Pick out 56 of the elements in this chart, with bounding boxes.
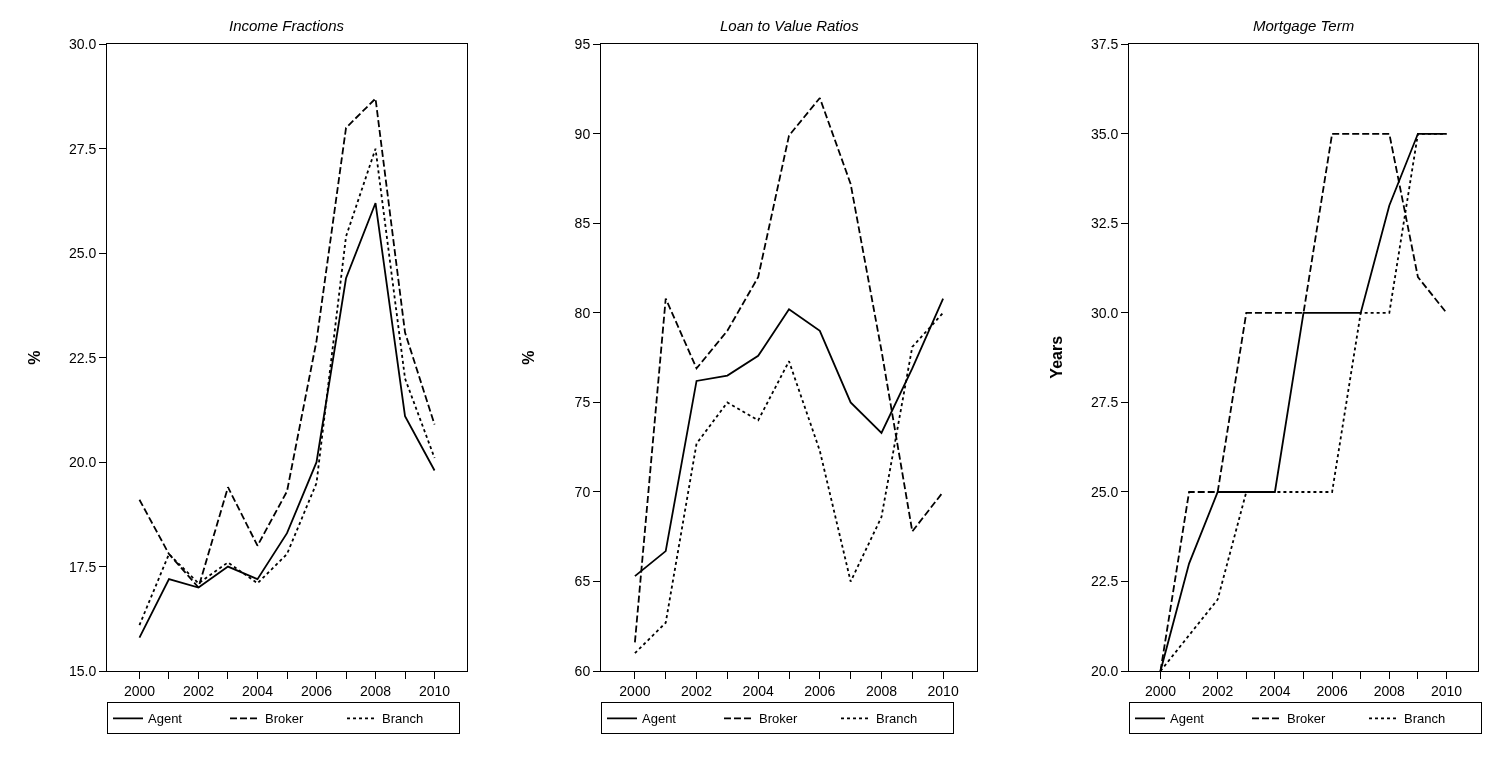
x-tick-label: 2002 — [1202, 682, 1234, 699]
x-tick-label: 2008 — [359, 682, 392, 699]
y-tick-label: 20.0 — [68, 454, 97, 471]
x-tick-label: 2010 — [927, 682, 959, 699]
y-tick-label: 17.5 — [68, 558, 97, 575]
y-tick-label: 22.5 — [1090, 573, 1119, 590]
y-tick-label: 30.0 — [68, 36, 97, 53]
legend-label: Branch — [382, 711, 424, 727]
y-tick-label: 30.0 — [1090, 304, 1119, 321]
y-axis-title: % — [520, 350, 538, 365]
y-tick-label: 90 — [574, 125, 591, 142]
legend-label: Branch — [876, 711, 918, 727]
y-tick-label: 22.5 — [68, 349, 97, 366]
x-tick-label: 2002 — [680, 682, 713, 699]
chart-title: Loan to Value Ratios — [720, 17, 860, 34]
y-tick-label: 70 — [574, 483, 591, 500]
legend-label: Broker — [265, 711, 304, 727]
y-tick-label: 25.0 — [68, 245, 97, 262]
x-tick-label: 2004 — [241, 682, 274, 699]
x-tick-label: 2008 — [1373, 682, 1406, 699]
y-tick-label: 60 — [574, 662, 591, 679]
x-tick-label: 2004 — [742, 682, 774, 699]
y-axis-title: Years — [1048, 335, 1066, 379]
x-tick-label: 2006 — [804, 682, 836, 699]
y-tick-label: 75 — [574, 394, 591, 411]
x-tick-label: 2000 — [1144, 682, 1177, 699]
x-tick-label: 2006 — [1316, 682, 1348, 699]
y-tick-label: 27.5 — [68, 140, 97, 157]
legend-label: Agent — [642, 711, 677, 727]
x-tick-label: 2002 — [182, 682, 215, 699]
x-tick-label: 2006 — [300, 682, 333, 699]
y-tick-label: 27.5 — [1090, 394, 1119, 411]
x-tick-label: 2000 — [619, 682, 651, 699]
y-tick-label: 25.0 — [1090, 483, 1119, 500]
y-tick-label: 85 — [574, 215, 591, 232]
y-tick-label: 20.0 — [1090, 662, 1119, 679]
y-tick-label: 65 — [574, 573, 591, 590]
x-tick-label: 2000 — [123, 682, 156, 699]
y-tick-label: 15.0 — [68, 662, 97, 679]
y-tick-label: 95 — [574, 36, 591, 53]
y-axis-title: % — [26, 350, 44, 365]
legend-label: Broker — [1287, 711, 1326, 727]
y-tick-label: 35.0 — [1090, 125, 1119, 142]
legend-label: Branch — [1404, 711, 1446, 727]
chart-title: Income Fractions — [229, 17, 345, 34]
x-tick-label: 2010 — [418, 682, 451, 699]
legend-label: Agent — [1170, 711, 1205, 727]
x-tick-label: 2008 — [865, 682, 898, 699]
y-tick-label: 32.5 — [1090, 215, 1119, 232]
legend-label: Agent — [148, 711, 183, 727]
x-tick-label: 2004 — [1259, 682, 1291, 699]
y-tick-label: 37.5 — [1090, 36, 1119, 53]
y-tick-label: 80 — [574, 304, 591, 321]
legend-label: Broker — [759, 711, 798, 727]
chart-title: Mortgage Term — [1253, 17, 1355, 34]
x-tick-label: 2010 — [1430, 682, 1463, 699]
